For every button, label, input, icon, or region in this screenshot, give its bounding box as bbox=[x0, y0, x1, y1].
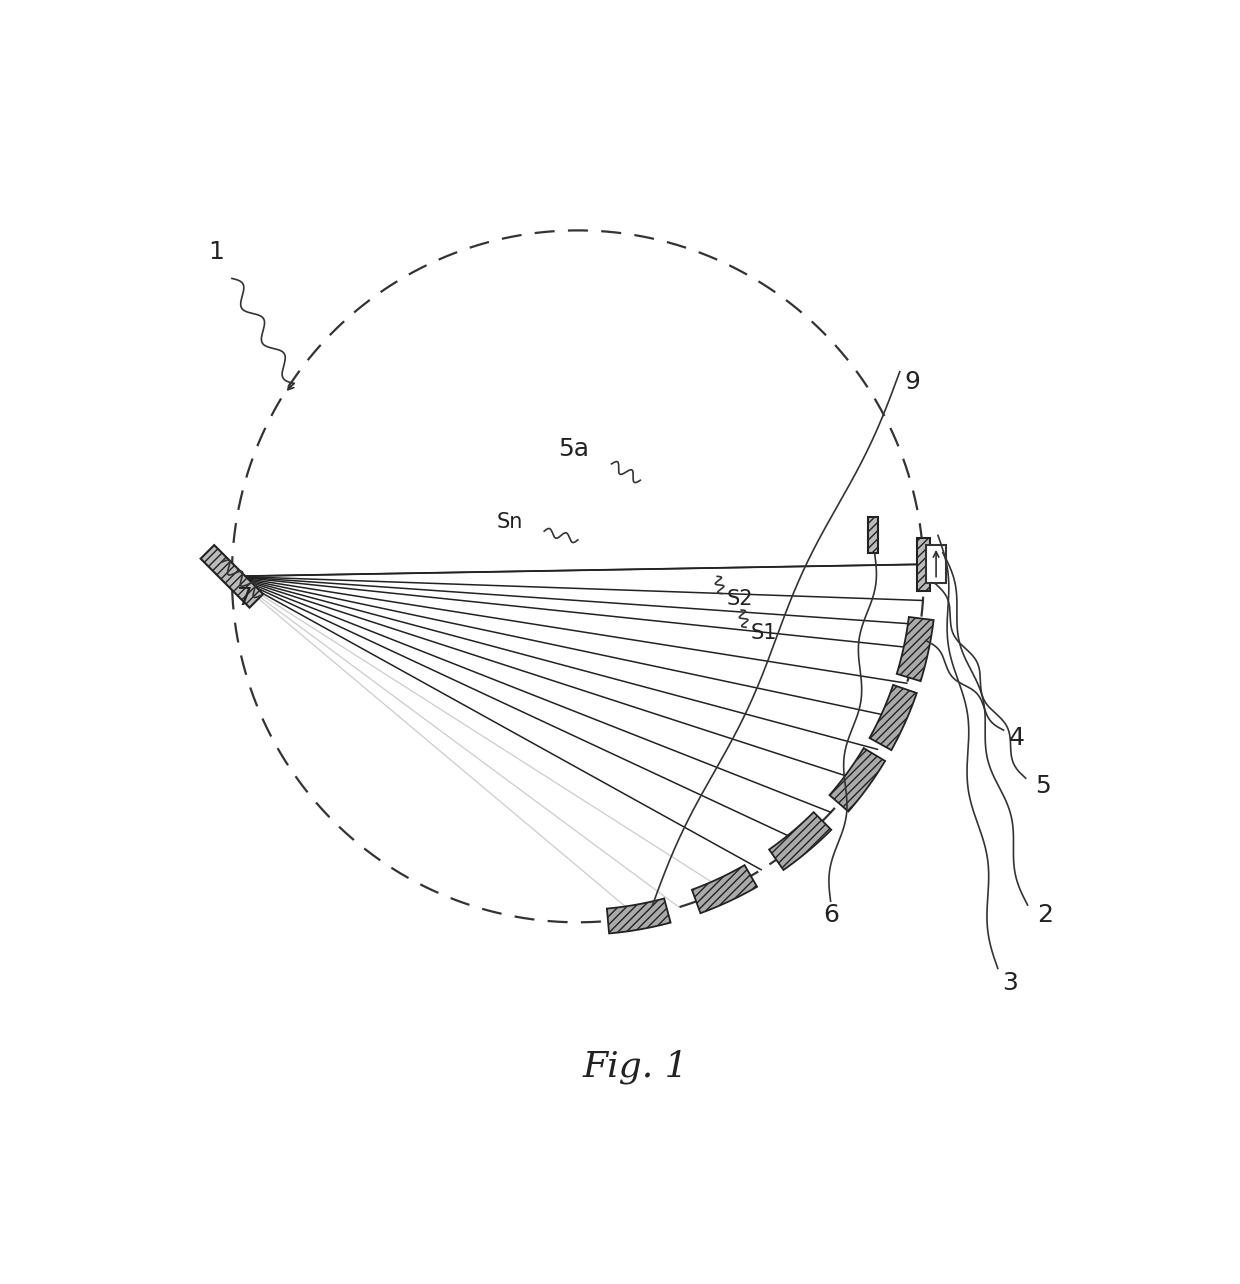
Polygon shape bbox=[692, 865, 758, 913]
Text: Fig. 1: Fig. 1 bbox=[583, 1049, 688, 1084]
Text: S1: S1 bbox=[751, 623, 777, 643]
Text: 3: 3 bbox=[1003, 971, 1018, 995]
Polygon shape bbox=[769, 813, 831, 871]
Polygon shape bbox=[868, 516, 878, 553]
Text: 5: 5 bbox=[1035, 773, 1052, 797]
Text: Sn: Sn bbox=[496, 512, 522, 533]
Text: 7: 7 bbox=[237, 587, 253, 610]
Text: 2: 2 bbox=[1037, 904, 1053, 927]
Text: 9: 9 bbox=[905, 370, 920, 394]
Text: S2: S2 bbox=[727, 589, 753, 609]
Polygon shape bbox=[830, 749, 885, 811]
Polygon shape bbox=[916, 538, 930, 591]
Polygon shape bbox=[606, 899, 671, 933]
Text: 4: 4 bbox=[1008, 725, 1024, 750]
Text: 5a: 5a bbox=[558, 438, 590, 461]
Polygon shape bbox=[897, 618, 934, 681]
Polygon shape bbox=[201, 546, 263, 607]
Bar bbox=[926, 544, 946, 583]
Text: 6: 6 bbox=[823, 904, 839, 927]
Polygon shape bbox=[869, 684, 916, 750]
Text: 1: 1 bbox=[208, 240, 223, 265]
